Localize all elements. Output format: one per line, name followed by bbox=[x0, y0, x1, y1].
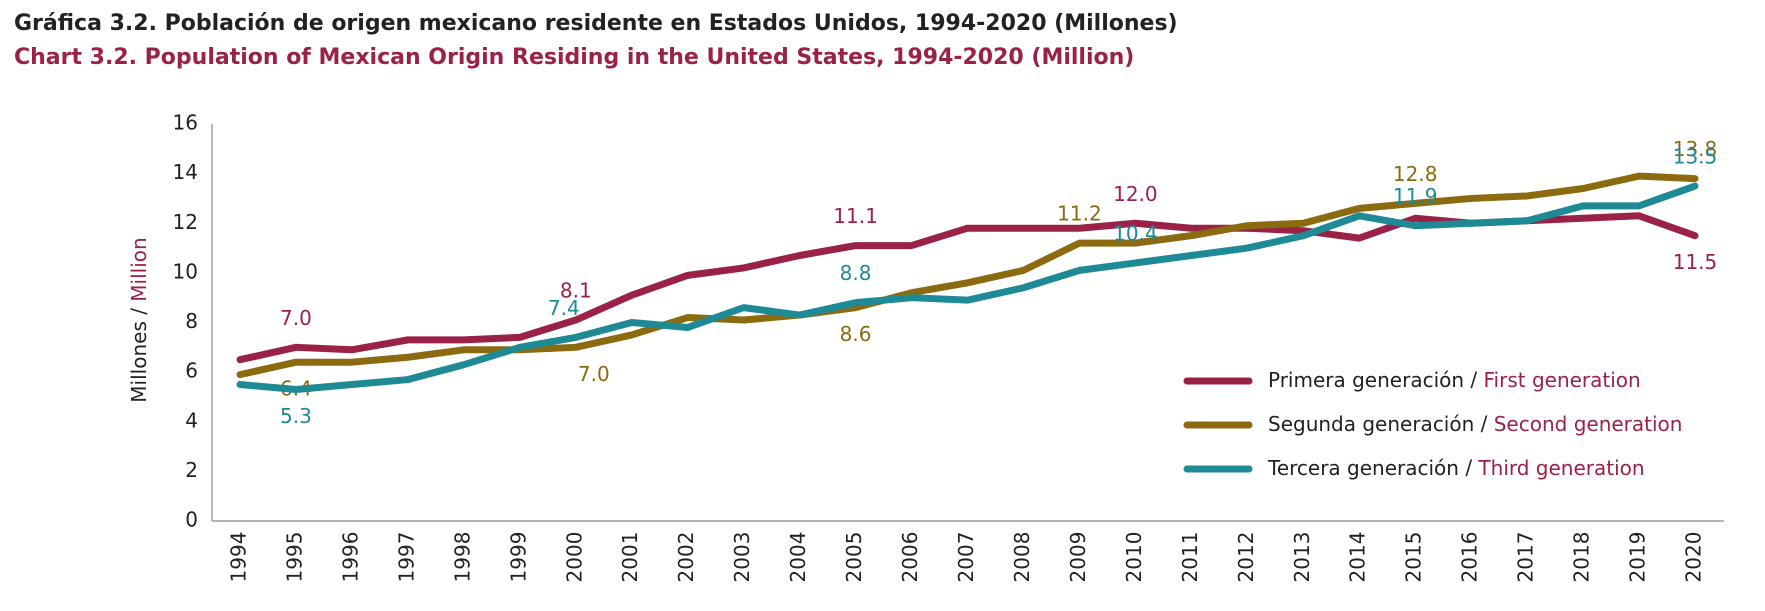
x-tick-label: 2020 bbox=[1682, 532, 1706, 583]
legend-label: Primera generación / First generation bbox=[1268, 368, 1641, 392]
x-tick-label: 1999 bbox=[506, 532, 530, 583]
data-label: 11.5 bbox=[1673, 250, 1718, 274]
data-label: 12.0 bbox=[1113, 182, 1158, 206]
y-tick-label: 16 bbox=[173, 111, 198, 135]
data-label: 7.0 bbox=[578, 362, 610, 386]
data-label: 8.8 bbox=[840, 261, 872, 285]
legend-name: Primera generación bbox=[1268, 368, 1464, 392]
chart-title: Gráfica 3.2. Población de origen mexican… bbox=[14, 11, 1178, 36]
data-label: 11.2 bbox=[1057, 202, 1102, 226]
x-tick-label: 1995 bbox=[282, 532, 306, 583]
series-line bbox=[236, 182, 1699, 393]
legend-name-en: Second generation bbox=[1494, 412, 1683, 436]
legend-label: Segunda generación / Second generation bbox=[1268, 412, 1682, 436]
x-tick-label: 1994 bbox=[227, 532, 251, 583]
data-label: 8.1 bbox=[560, 279, 592, 303]
x-tick-label: 2008 bbox=[1010, 532, 1034, 583]
x-tick-label: 2002 bbox=[674, 532, 698, 583]
y-tick-label: 12 bbox=[173, 210, 198, 234]
data-label: 5.3 bbox=[280, 404, 312, 428]
y-tick-label: 8 bbox=[185, 309, 198, 333]
data-label: 13.8 bbox=[1673, 137, 1718, 161]
legend-name: Tercera generación bbox=[1267, 456, 1459, 480]
y-label-es: Millones bbox=[127, 321, 151, 403]
data-label: 13.5 bbox=[1673, 145, 1718, 169]
data-label: 10.4 bbox=[1113, 221, 1158, 245]
x-tick-label: 2007 bbox=[954, 532, 978, 583]
x-tick-label: 2000 bbox=[562, 532, 586, 583]
x-tick-label: 1998 bbox=[450, 532, 474, 583]
data-label: 12.8 bbox=[1393, 162, 1438, 186]
y-tick-label: 14 bbox=[173, 160, 198, 184]
y-tick-label: 2 bbox=[185, 458, 198, 482]
y-tick-label: 0 bbox=[185, 508, 198, 532]
data-label: 7.0 bbox=[280, 306, 312, 330]
chart-subtitle: Chart 3.2. Population of Mexican Origin … bbox=[14, 45, 1134, 70]
x-tick-label: 2018 bbox=[1570, 532, 1594, 583]
data-label: 11.1 bbox=[833, 204, 878, 228]
legend-name-en: First generation bbox=[1484, 368, 1641, 392]
legend-name-en: Third generation bbox=[1477, 456, 1644, 480]
y-tick-label: 6 bbox=[185, 359, 198, 383]
x-tick-label: 2009 bbox=[1066, 532, 1090, 583]
x-tick-label: 2012 bbox=[1234, 532, 1258, 583]
legend-name: Segunda generación bbox=[1268, 412, 1474, 436]
data-label: 7.4 bbox=[548, 296, 580, 320]
x-tick-label: 2004 bbox=[786, 532, 810, 583]
y-tick-label: 10 bbox=[173, 259, 198, 283]
x-tick-label: 2003 bbox=[730, 532, 754, 583]
y-axis-label: Millones / Million bbox=[127, 237, 151, 402]
x-tick-label: 2017 bbox=[1514, 532, 1538, 583]
x-tick-label: 2016 bbox=[1458, 532, 1482, 583]
x-tick-label: 2005 bbox=[842, 532, 866, 583]
x-tick-label: 1996 bbox=[338, 532, 362, 583]
x-tick-label: 2006 bbox=[898, 532, 922, 583]
data-label: 11.9 bbox=[1393, 184, 1438, 208]
series-line bbox=[236, 212, 1699, 364]
x-tick-label: 1997 bbox=[394, 532, 418, 583]
x-tick-label: 2013 bbox=[1290, 532, 1314, 583]
x-tick-label: 2014 bbox=[1346, 532, 1370, 583]
x-tick-label: 2011 bbox=[1178, 532, 1202, 583]
x-tick-label: 2019 bbox=[1626, 532, 1650, 583]
data-label: 8.6 bbox=[840, 322, 872, 346]
series-line bbox=[236, 172, 1699, 379]
x-tick-label: 2015 bbox=[1402, 532, 1426, 583]
x-tick-label: 2010 bbox=[1122, 532, 1146, 583]
legend-label: Tercera generación / Third generation bbox=[1267, 456, 1645, 480]
y-label-en: Million bbox=[127, 237, 151, 301]
y-tick-label: 4 bbox=[185, 408, 198, 432]
x-tick-label: 2001 bbox=[618, 532, 642, 583]
